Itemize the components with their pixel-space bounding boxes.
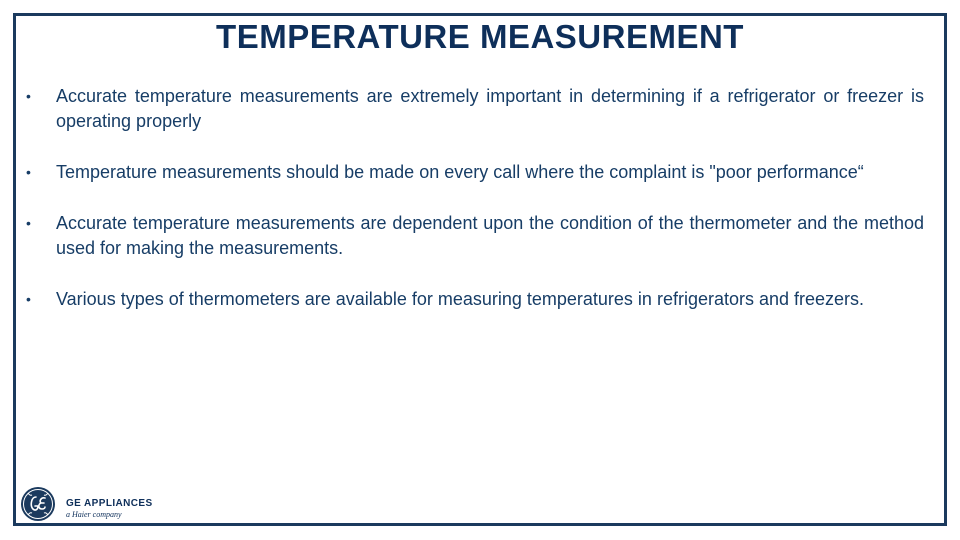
slide-frame <box>13 13 947 526</box>
bullet-text: Temperature measurements should be made … <box>56 162 864 182</box>
brand-name: GE APPLIANCES <box>66 498 153 509</box>
bullet-item: • Temperature measurements should be mad… <box>26 160 924 185</box>
bullet-text: Accurate temperature measurements are de… <box>56 213 924 258</box>
bullet-item: • Accurate temperature measurements are … <box>26 84 924 134</box>
ge-appliances-logo: GE APPLIANCES a Haier company <box>20 486 180 521</box>
brand-tagline: a Haier company <box>66 510 122 519</box>
bullet-list: • Accurate temperature measurements are … <box>26 84 924 338</box>
bullet-text: Various types of thermometers are availa… <box>56 289 865 309</box>
ge-monogram-icon <box>21 487 55 521</box>
bullet-item: • Various types of thermometers are avai… <box>26 287 924 312</box>
bullet-text: Accurate temperature measurements are ex… <box>56 86 924 131</box>
bullet-marker: • <box>26 88 31 104</box>
slide-title: TEMPERATURE MEASUREMENT <box>216 18 744 55</box>
bullet-marker: • <box>26 215 31 231</box>
bullet-marker: • <box>26 291 31 307</box>
bullet-item: • Accurate temperature measurements are … <box>26 211 924 261</box>
bullet-marker: • <box>26 164 31 180</box>
